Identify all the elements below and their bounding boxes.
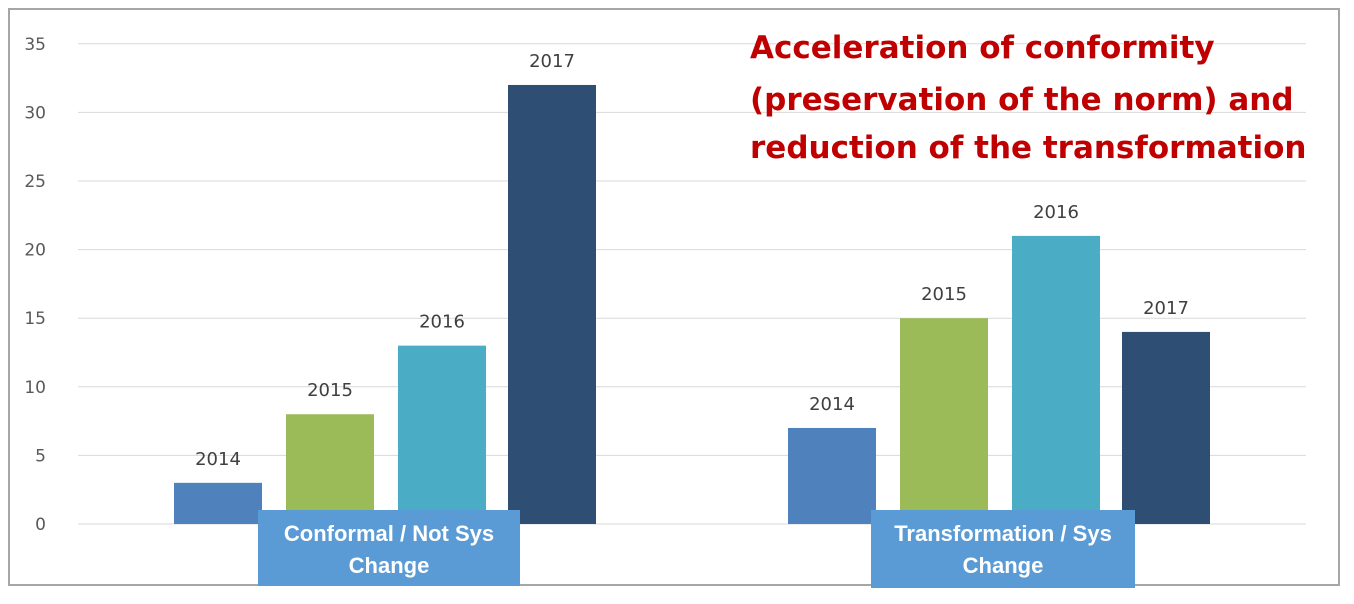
y-tick-label: 35 — [24, 35, 46, 55]
bars — [174, 84, 1210, 525]
category-label-2-line-1: Transformation / Sys — [894, 521, 1112, 546]
bar-label-1-2015: 2015 — [307, 380, 353, 401]
y-tick-label: 15 — [24, 309, 46, 329]
y-tick-label: 30 — [24, 103, 46, 123]
y-tick-label: 5 — [35, 446, 46, 466]
bar-1-2017 — [508, 84, 596, 525]
chart-title-line-2: (preservation of the norm) and — [750, 82, 1294, 118]
chart-title-line-1: Acceleration of conformity — [750, 30, 1215, 66]
y-tick-label: 10 — [24, 378, 46, 398]
category-box-1 — [258, 510, 520, 586]
bar-2-2017 — [1122, 331, 1210, 524]
bar-2-2015 — [900, 318, 988, 524]
bar-labels: 2014 2015 2016 2017 2014 2015 2016 2017 — [195, 51, 1189, 470]
bar-label-2-2015: 2015 — [921, 284, 967, 305]
y-tick-label: 0 — [35, 515, 46, 535]
chart-title: Acceleration of conformity (preservation … — [750, 30, 1307, 166]
chart-title-line-3: reduction of the transformation — [750, 130, 1307, 166]
y-axis: 0 5 10 15 20 25 30 35 — [24, 35, 46, 535]
bar-1-2015 — [286, 414, 374, 524]
bar-label-2-2017: 2017 — [1143, 298, 1189, 319]
category-label-2-line-2: Change — [963, 553, 1044, 578]
bar-label-1-2016: 2016 — [419, 312, 465, 333]
category-box-2 — [871, 510, 1135, 588]
bar-2-2014 — [788, 427, 876, 524]
bar-1-2016 — [398, 345, 486, 524]
bar-label-1-2014: 2014 — [195, 449, 241, 470]
y-tick-label: 25 — [24, 172, 46, 192]
category-labels: Conformal / Not Sys Change Transformation … — [258, 510, 1135, 588]
category-label-1-line-2: Change — [349, 553, 430, 578]
category-label-1-line-1: Conformal / Not Sys — [284, 521, 494, 546]
bar-2-2016 — [1012, 235, 1100, 524]
bar-label-2-2014: 2014 — [809, 394, 855, 415]
bar-1-2014 — [174, 482, 262, 524]
y-tick-label: 20 — [24, 241, 46, 261]
bar-label-1-2017: 2017 — [529, 51, 575, 72]
bar-label-2-2016: 2016 — [1033, 202, 1079, 223]
